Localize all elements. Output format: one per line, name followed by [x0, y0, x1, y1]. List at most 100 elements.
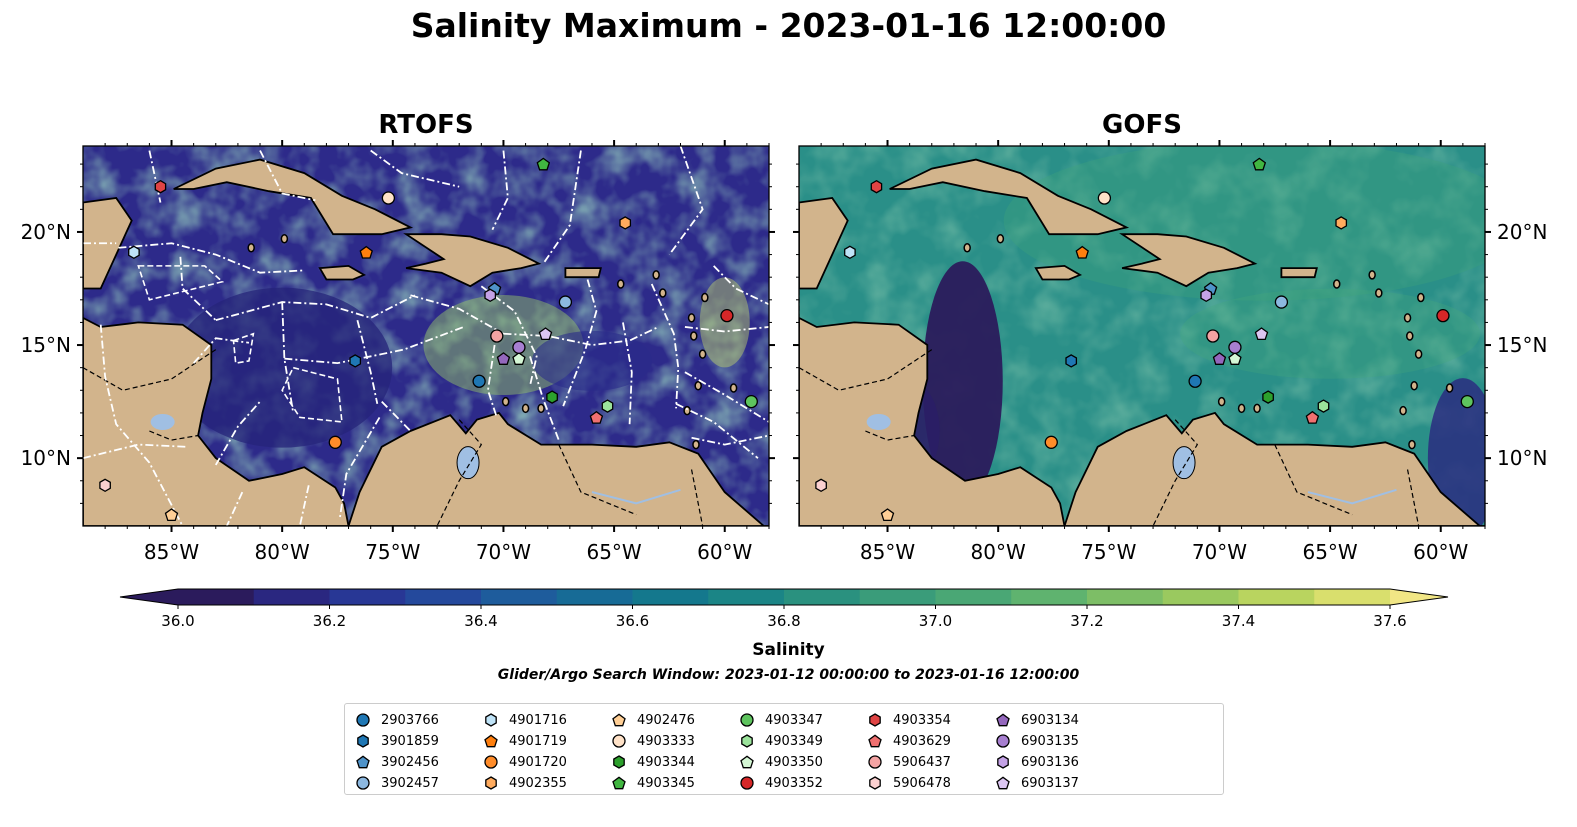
eez-boundary: [338, 416, 381, 520]
legend-label: 4903347: [765, 712, 823, 728]
panel-title-gofs: GOFS: [1102, 110, 1182, 140]
eez-boundary: [215, 294, 416, 322]
legend-marker: [997, 755, 1009, 769]
eez-boundary: [83, 443, 188, 460]
eez-boundary: [529, 356, 560, 441]
float-marker: [1252, 157, 1267, 171]
legend-label: 3902457: [381, 775, 439, 791]
legend-marker: [484, 755, 498, 769]
legend-item: 4903354: [867, 710, 951, 730]
legend-marker: [485, 713, 497, 727]
legend-marker: [868, 734, 882, 748]
island: [1217, 396, 1226, 407]
eez-boundary: [99, 324, 184, 526]
legend-marker: [740, 713, 754, 727]
eez-boundary: [684, 326, 769, 333]
eez-boundary: [684, 371, 769, 423]
colorbar-segment: [1087, 589, 1164, 605]
eez-boundary: [668, 146, 704, 256]
eez-boundary: [118, 242, 305, 274]
legend-label: 4903349: [765, 733, 823, 749]
legend-marker-shape: [997, 755, 1009, 769]
island: [1445, 383, 1454, 393]
legend-label: 4902355: [509, 775, 567, 791]
legend-item: 5906437: [867, 752, 951, 772]
eez-boundary: [137, 265, 225, 301]
island: [659, 288, 667, 298]
x-tick-label: 60°W: [697, 540, 752, 564]
legend-label: 4903629: [893, 733, 951, 749]
search-window-note: Glider/Argo Search Window: 2023-01-12 00…: [497, 667, 1080, 683]
float-marker: [1065, 354, 1078, 368]
colorbar-segment: [1238, 589, 1315, 605]
float-marker: [744, 394, 758, 409]
legend-item: 4903352: [739, 773, 823, 793]
legend-label: 4901719: [509, 733, 567, 749]
legend-marker-shape: [869, 713, 881, 727]
cuba-land: [889, 158, 1130, 236]
eez-boundary: [542, 150, 582, 265]
eez-boundary: [226, 491, 244, 526]
colorbar-tick-label: 36.8: [767, 612, 800, 630]
island: [616, 279, 625, 289]
boundary-line: [799, 349, 933, 391]
yucatan-land: [799, 197, 849, 290]
legend-marker-shape: [612, 734, 626, 748]
colorbar-segment: [405, 589, 482, 605]
legend-marker: [357, 734, 369, 748]
float-marker: [359, 245, 373, 259]
colorbar-tick-label: 37.0: [919, 612, 952, 630]
legend-marker-shape: [996, 776, 1010, 790]
eez-boundary: [281, 302, 295, 414]
island: [1375, 288, 1383, 298]
legend-label: 4902476: [637, 712, 695, 728]
float-marker: [558, 295, 573, 309]
colorbar-extend-low: [120, 589, 178, 605]
colorbar-tick-label: 36.6: [616, 612, 649, 630]
central-america-land: [799, 316, 1066, 526]
legend-marker: [484, 734, 498, 748]
legend-item: 3902457: [355, 773, 439, 793]
legend-item: 3902456: [355, 752, 439, 772]
legend-label: 2903766: [381, 712, 439, 728]
float-marker: [154, 179, 167, 194]
map-frame: [82, 145, 770, 527]
eez-boundary: [214, 400, 261, 466]
legend-marker: [356, 755, 370, 769]
salinity-colorbar: 36.0 36.2 36.4 36.6 36.8 37.0 37.2 37.4 37.6: [119, 588, 1449, 630]
float-marker: [381, 191, 396, 205]
panel-title-rtofs: RTOFS: [378, 110, 474, 140]
float-marker: [1335, 216, 1348, 230]
eez-boundary: [232, 332, 255, 365]
eez-boundary: [650, 283, 680, 409]
legend-marker-shape: [356, 713, 370, 727]
float-marker: [1200, 288, 1213, 303]
eez-boundary: [491, 150, 509, 231]
colorbar-segment: [1162, 589, 1239, 605]
island: [652, 270, 660, 280]
x-tick-label: 70°W: [1192, 540, 1247, 564]
float-marker: [1212, 352, 1227, 365]
float-legend: 2903766 3901859 3902456 3902457 4901716 49017…: [344, 703, 1224, 795]
legend-label: 6903136: [1021, 754, 1079, 770]
island: [521, 403, 530, 414]
legend-marker-shape: [996, 713, 1010, 727]
float-marker: [601, 399, 614, 413]
puerto-rico-land: [564, 267, 602, 279]
eez-boundary: [259, 150, 316, 202]
eez-boundary: [281, 366, 343, 423]
legend-item: 6903135: [995, 731, 1079, 751]
south-america-land: [1063, 411, 1485, 526]
legend-item: 4903345: [611, 773, 695, 793]
colorbar-tick-label: 36.0: [161, 612, 194, 630]
float-marker: [1305, 410, 1320, 424]
x-tick-label: 85°W: [144, 540, 199, 564]
island: [537, 403, 545, 414]
float-marker: [619, 216, 632, 230]
colorbar-segment: [632, 589, 709, 605]
legend-label: 4901716: [509, 712, 567, 728]
eez-boundary: [480, 285, 538, 386]
colorbar-segment: [178, 589, 255, 605]
figure-title: Salinity Maximum - 2023-01-16 12:00:00: [410, 6, 1167, 45]
colorbar-label: Salinity: [752, 640, 825, 660]
